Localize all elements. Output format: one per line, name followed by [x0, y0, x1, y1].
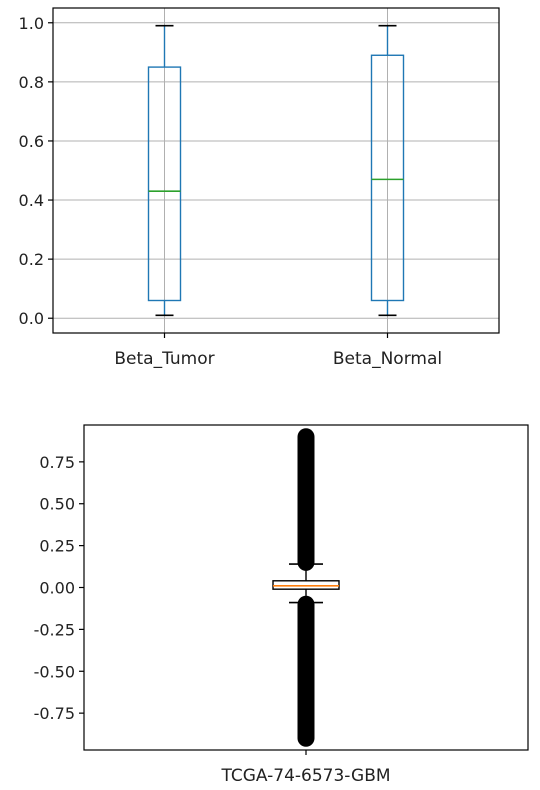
x-tick-label: Beta_Tumor [114, 349, 214, 369]
y-axis: 0.0 0.2 0.4 0.6 0.8 1.0 [19, 14, 53, 328]
box-group [147, 24, 405, 317]
y-tick-label: 0.2 [19, 250, 44, 269]
y-tick-label: 0.4 [19, 191, 44, 210]
y-tick-label: 0.00 [39, 579, 75, 598]
x-tick-label: Beta_Normal [333, 349, 442, 369]
box [272, 580, 340, 590]
x-axis: Beta_Tumor Beta_Normal [114, 333, 442, 369]
y-axis: -0.75 -0.50 -0.25 0.00 0.25 0.50 0.75 [34, 453, 84, 723]
chart-tcga-boxplot: -0.75 -0.50 -0.25 0.00 0.25 0.50 0.75 TCGA-74-… [34, 424, 529, 786]
y-tick-label: 0.8 [19, 73, 44, 92]
y-tick-label: 1.0 [19, 14, 44, 33]
y-tick-label: -0.75 [34, 704, 75, 723]
y-tick-label: -0.50 [34, 662, 75, 681]
x-tick-label: TCGA-74-6573-GBM [220, 766, 390, 786]
box [147, 66, 182, 302]
box-group [272, 428, 340, 747]
y-tick-label: 0.50 [39, 495, 75, 514]
chart-beta-boxplot: 0.0 0.2 0.4 0.6 0.8 1.0 Beta_Tumor Beta_Normal [19, 7, 500, 369]
y-tick-label: 0.75 [39, 453, 75, 472]
y-tick-label: 0.6 [19, 132, 44, 151]
y-tick-label: 0.0 [19, 309, 44, 328]
x-axis: TCGA-74-6573-GBM [220, 750, 391, 786]
y-tick-label: 0.25 [39, 537, 75, 556]
box [370, 54, 405, 302]
grid-lines [53, 8, 499, 333]
y-tick-label: -0.25 [34, 620, 75, 639]
plot-frame [52, 7, 500, 334]
